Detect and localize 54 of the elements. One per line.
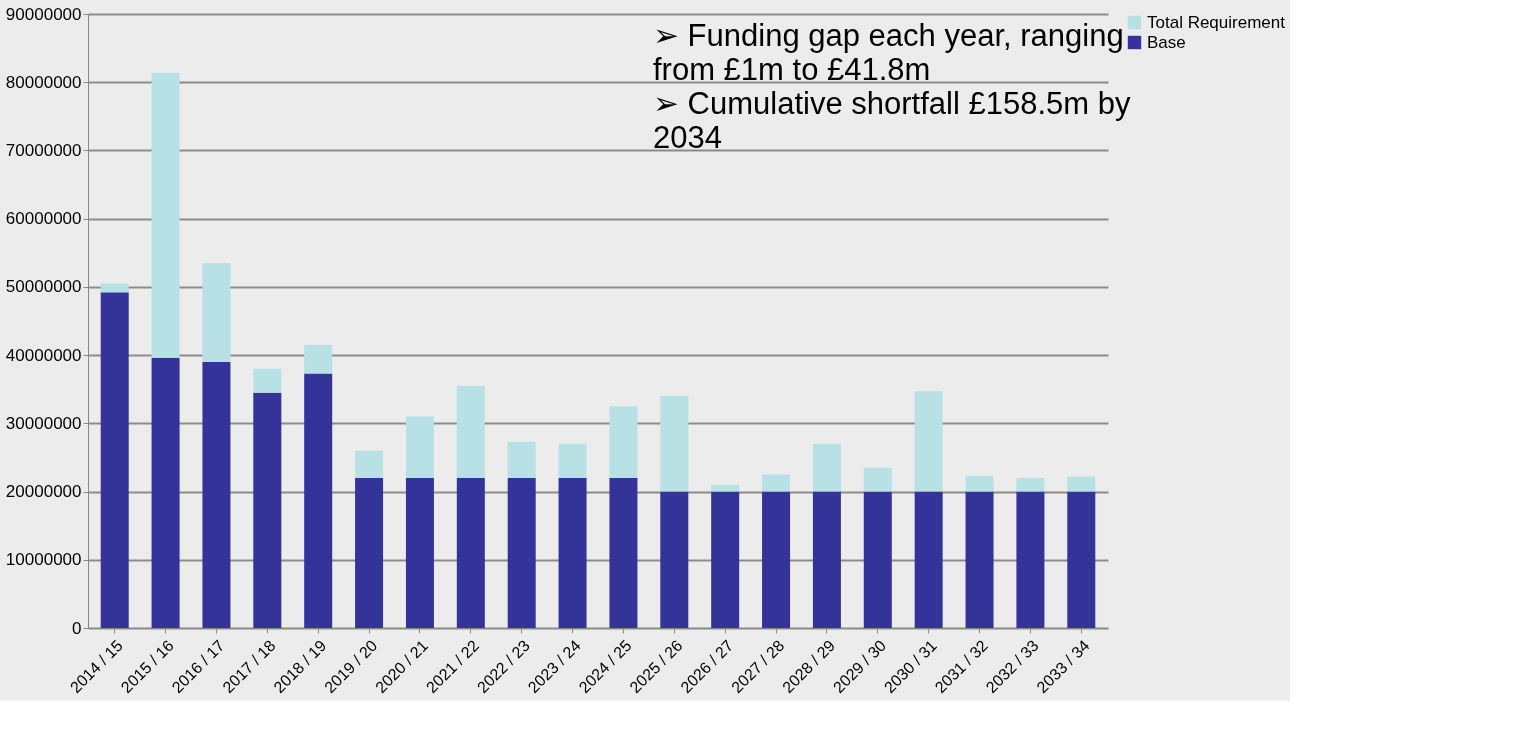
bar [456,477,485,628]
bar [812,443,841,492]
bar [355,477,384,628]
bar [863,467,892,492]
bar [100,292,129,628]
bar [304,344,333,374]
bar [762,491,791,628]
bar [355,450,384,478]
y-tick-label: 60000000 [5,209,82,229]
legend-label: Total Requirement [1147,12,1286,32]
y-tick-label: 40000000 [5,345,82,365]
bar [151,72,180,358]
bar [863,491,892,628]
bar [914,491,943,628]
bar [1016,491,1045,628]
bar [202,263,231,362]
annotation: ➢ Funding gap each year, ranging from £1m to £41.8m [653,18,1124,87]
bar [812,491,841,628]
bar [100,283,129,293]
bar [1067,476,1096,492]
bar [507,441,536,478]
bar [660,491,689,628]
bar [202,361,231,628]
y-tick-label: 90000000 [5,4,82,24]
bar [558,443,587,478]
annotation: ➢ Cumulative shortfall £158.5m by 2034 [653,86,1131,155]
bar [151,357,180,628]
bar [405,416,434,478]
y-tick-label: 30000000 [5,413,82,433]
bar [507,477,536,628]
bar [1016,477,1045,492]
y-tick-label: 10000000 [5,550,82,570]
y-tick-label: 0 [72,618,82,638]
y-tick-label: 80000000 [5,72,82,92]
bar [660,396,689,492]
bar [711,491,740,628]
y-tick-label: 20000000 [5,482,82,502]
bar [253,392,282,628]
y-tick-label: 50000000 [5,277,82,297]
bar [456,385,485,478]
bar [609,406,638,478]
legend-label: Base [1147,32,1186,52]
bar [965,475,994,492]
bar [914,391,943,492]
bar [1067,491,1096,628]
bar [558,477,587,628]
bar [253,368,282,393]
bar [965,491,994,628]
bar [711,484,740,492]
bar [405,477,434,628]
bar [609,477,638,628]
bar [762,474,791,492]
bar [304,373,333,628]
y-tick-label: 70000000 [5,140,82,160]
